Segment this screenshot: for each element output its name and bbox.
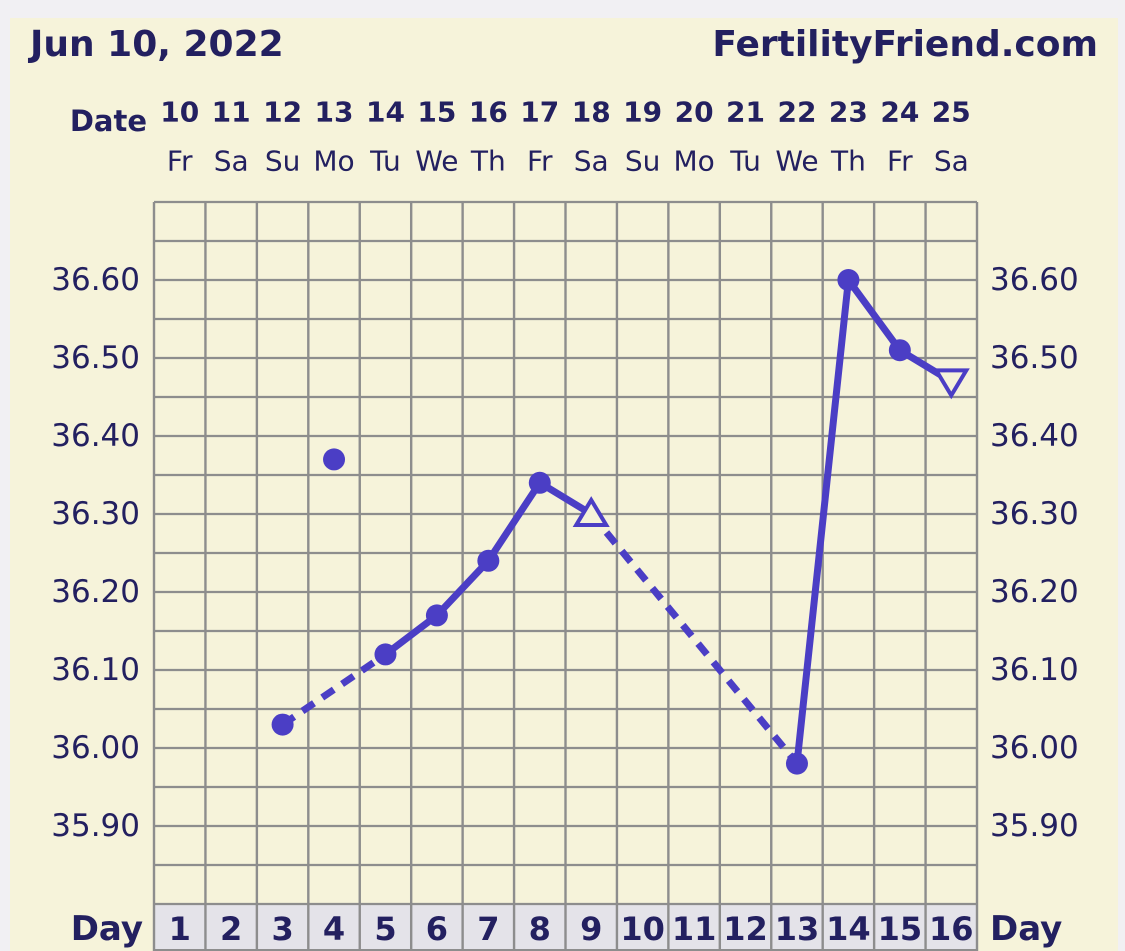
temp-tick-label-right: 36.00 [990, 730, 1079, 766]
date-tick-label: 20 [675, 96, 714, 129]
line-segment-7-8 [484, 479, 544, 565]
temp-dot-day-4[interactable] [323, 448, 346, 471]
date-tick-label: 17 [520, 96, 559, 129]
temp-tick-label-left: 36.30 [51, 496, 140, 532]
temp-tick-label-right: 36.60 [990, 262, 1079, 298]
date-tick-label: 16 [469, 96, 508, 129]
temp-tick-label-right: 36.30 [990, 496, 1079, 532]
weekday-tick-label: We [775, 145, 818, 178]
temp-tick-label-right: 36.10 [990, 652, 1079, 688]
temp-dot-day-14[interactable] [837, 269, 860, 291]
date-tick-label: 18 [572, 96, 611, 129]
temp-tick-label-left: 36.20 [51, 574, 140, 610]
day-axis-label-left: Day [71, 909, 143, 949]
temp-dot-day-5[interactable] [374, 643, 397, 666]
day-number-row: 1 2 3 4 5 6 7 8 9 10 11 12 13 14 15 16 [169, 910, 974, 948]
day-number-cell[interactable]: 13 [775, 910, 820, 948]
line-segment-13-14 [793, 276, 852, 768]
weekday-tick-label: Su [625, 145, 661, 178]
temp-tick-label-left: 36.00 [51, 730, 140, 766]
day-number-cell[interactable]: 9 [580, 910, 602, 948]
temp-tick-label-left: 36.60 [51, 262, 140, 298]
grid-lines [152, 200, 979, 951]
weekday-tick-label: Fr [887, 145, 913, 178]
date-tick-label: 25 [932, 96, 971, 129]
date-tick-label: 21 [726, 96, 765, 129]
date-tick-label: 23 [829, 96, 868, 129]
day-number-cell[interactable]: 2 [220, 910, 242, 948]
temp-tick-label-right: 36.50 [990, 340, 1079, 376]
weekday-tick-label: Fr [167, 145, 193, 178]
temp-dot-day-6[interactable] [425, 604, 448, 627]
temperature-markers [271, 269, 970, 775]
day-number-cell[interactable]: 7 [477, 910, 499, 948]
date-tick-label: 12 [263, 96, 302, 129]
weekday-row: Fr Sa Su Mo Tu We Th Fr Sa Su Mo Tu We Th Fr Sa [167, 145, 969, 178]
line-segment-14-15 [844, 276, 904, 354]
weekday-tick-label: Su [265, 145, 301, 178]
temperature-scale: 36.60 36.60 36.50 36.50 36.40 36.40 36.30 36.30… [51, 262, 1079, 844]
weekday-tick-label: Fr [527, 145, 553, 178]
day-number-cell[interactable]: 15 [878, 910, 923, 948]
temp-dot-day-7[interactable] [477, 549, 500, 572]
date-tick-label: 24 [880, 96, 919, 129]
weekday-tick-label: Mo [313, 145, 354, 178]
chart-date-title: Jun 10, 2022 [30, 24, 284, 65]
temp-tick-label-left: 36.10 [51, 652, 140, 688]
temp-dot-day-13[interactable] [785, 752, 808, 775]
date-tick-label: 13 [315, 96, 354, 129]
day-number-cell[interactable]: 12 [723, 910, 768, 948]
brand-title: FertilityFriend.com [712, 24, 1098, 65]
temp-tick-label-left: 36.50 [51, 340, 140, 376]
day-number-cell[interactable]: 3 [271, 910, 293, 948]
weekday-tick-label: We [415, 145, 458, 178]
weekday-tick-label: Mo [673, 145, 714, 178]
temp-tick-label-right: 36.40 [990, 418, 1079, 454]
weekday-tick-label: Th [830, 145, 866, 178]
temp-dot-day-3[interactable] [271, 713, 294, 736]
day-number-cell[interactable]: 6 [426, 910, 448, 948]
day-axis-label-right: Day [990, 909, 1062, 949]
day-number-cell[interactable]: 8 [529, 910, 551, 948]
date-tick-label: 15 [417, 96, 456, 129]
temp-dot-day-15[interactable] [888, 339, 911, 362]
temp-triangle-down-day-16[interactable] [932, 368, 970, 400]
line-segment-3-5 [280, 651, 388, 728]
day-number-cell[interactable]: 4 [323, 910, 345, 948]
weekday-tick-label: Sa [934, 145, 969, 178]
day-number-cell[interactable]: 14 [826, 910, 871, 948]
date-tick-label: 19 [623, 96, 662, 129]
date-tick-label: 14 [366, 96, 405, 129]
day-number-cell[interactable]: 5 [374, 910, 396, 948]
date-axis-label: Date [70, 104, 147, 138]
day-number-cell[interactable]: 10 [620, 910, 665, 948]
weekday-tick-label: Sa [214, 145, 249, 178]
weekday-tick-label: Tu [729, 145, 761, 178]
date-tick-label: 11 [212, 96, 251, 129]
weekday-tick-label: Sa [574, 145, 609, 178]
temp-tick-label-right: 35.90 [990, 808, 1079, 844]
date-tick-label: 22 [777, 96, 816, 129]
weekday-tick-label: Th [470, 145, 506, 178]
temp-triangle-up-day-9[interactable] [572, 496, 610, 527]
line-segment-9-13 [588, 511, 800, 766]
date-tick-label: 10 [160, 96, 199, 129]
weekday-tick-label: Tu [369, 145, 401, 178]
day-number-cell[interactable]: 16 [929, 910, 974, 948]
day-number-cell[interactable]: 11 [672, 910, 717, 948]
temp-dot-day-8[interactable] [528, 471, 551, 494]
temp-tick-label-right: 36.20 [990, 574, 1079, 610]
date-row: 10 11 12 13 14 15 16 17 18 19 20 21 22 23 24 25 [160, 96, 971, 129]
day-number-cell[interactable]: 1 [169, 910, 191, 948]
line-segment-6-7 [433, 557, 492, 619]
temp-tick-label-left: 36.40 [51, 418, 140, 454]
temp-tick-label-left: 35.90 [51, 808, 140, 844]
chart-panel [10, 18, 1118, 951]
